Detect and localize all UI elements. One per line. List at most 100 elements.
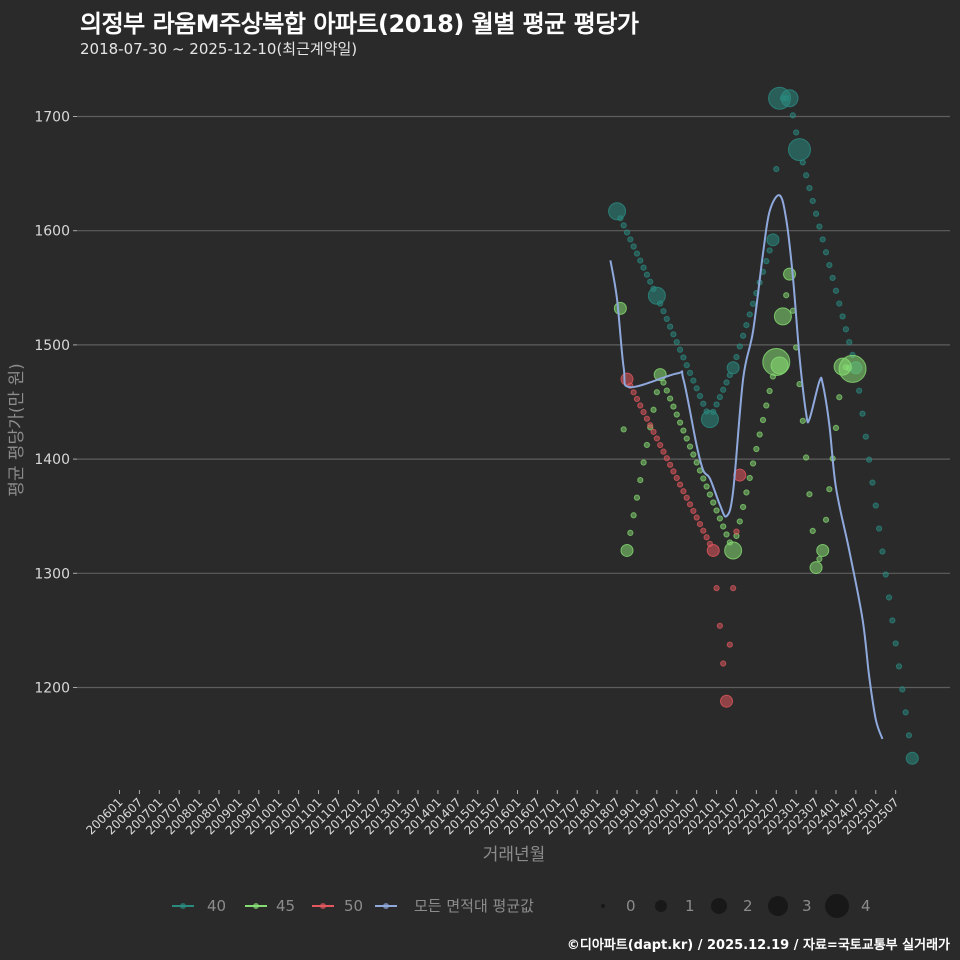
legend-dot-3 [383,903,389,909]
series-40-point [905,751,919,765]
series-40-interp-dot [663,315,670,323]
series-40-interp-dot [733,353,740,361]
series-45-interp-dot [673,411,680,418]
size-legend-circle-0 [601,904,605,908]
y-tick-label: 1700 [34,110,70,126]
series-40-interp-dot [829,274,836,282]
series-50-interp-dot [693,514,700,521]
series-45-interp-dot [620,426,627,433]
series-50-interp-dot [660,448,667,455]
series-40-interp-dot [620,222,627,229]
series-40-interp-dot [700,400,707,407]
series-50-interp-dot [733,528,740,535]
series-45-interp-dot [640,459,647,466]
legend-dot-0 [180,903,186,909]
size-legend-circle-4 [825,894,849,918]
size-legend-label-0: 0 [626,897,636,915]
series-40-interp-dot [889,617,896,624]
legend-dot-1 [253,903,259,909]
series-45-interp-dot [670,403,677,410]
series-50-interp-dot [703,534,710,541]
series-50-interp-dot [726,641,733,648]
y-axis-ticks: 1200 1300 1400 1500 1600 1700 [34,110,77,697]
series-40-interp-dot [716,394,723,401]
series-40-interp-dot [693,385,700,392]
series-45-interp-dot [686,443,694,450]
size-legend-label-1: 1 [685,897,695,915]
series-40-interp-dot [660,308,667,315]
series-40-interp-dot [809,197,816,205]
series-50-interp-dot [647,422,654,429]
y-tick-label: 1200 [34,681,70,697]
average-line-path [609,194,884,740]
series-40-interp-dot [623,229,631,236]
series-45-interp-dot [759,416,767,424]
series-40-interp-dot [676,346,684,353]
series-45-interp-dot [676,419,684,426]
series-40-interp-dot [859,410,866,417]
y-axis-title: 평균 평당가(만 원) [7,363,27,497]
series-50-interp-dot [680,488,687,495]
grid-lines [77,115,950,689]
series-40-point [700,410,719,429]
series-40-interp-dot [882,571,889,578]
series-50-interp-dot [663,455,670,462]
series-50-interp-dot [650,428,657,435]
series-50-interp-dot [700,527,707,534]
series-45-interp-dot [736,518,743,525]
size-legend-label-3: 3 [802,897,812,915]
series-50-interp-dot [690,507,697,515]
series-45-interp-dot [680,427,687,434]
series-40-interp-dot [839,313,846,320]
series-45-interp-dot [766,387,773,395]
series-40-interp-dot [766,247,773,254]
series-40-interp-dot [879,548,886,555]
series-40-interp-dot [630,243,637,250]
series-45-interp-dot [663,387,670,394]
series-45-interp-dot [809,527,816,535]
series-45-interp-dot [710,499,717,506]
series-40-interp-dot [647,278,654,285]
series-40-interp-dot [803,172,810,179]
series-40-interp-dot [872,502,879,509]
series-40-interp-dot [643,271,651,278]
series-45-interp-dot [803,454,810,461]
series-50-interp-dot [667,461,674,468]
y-tick-label: 1500 [34,338,70,354]
series-40-interp-dot [822,249,830,256]
series-40-interp-dot [746,311,753,318]
size-legend-circle-3 [768,896,788,916]
series-45-interp-dot [637,477,644,484]
series-50-interp-dot [676,481,684,488]
series-45-interp-dot [822,516,830,523]
series-40-interp-dot [713,401,720,408]
series-40-point [780,89,799,108]
series-45-point [724,541,743,560]
series-45-interp-dot [806,491,813,498]
size-legend-label-4: 4 [861,897,871,915]
series-40-interp-dot [793,129,800,136]
series-45-point [816,543,830,557]
series-45-interp-dot [743,489,750,496]
series-50-interp-dot [713,585,720,592]
series-50-interp-dot [643,415,651,422]
legend: 40 45 50 모든 면적대 평균값 0 1 2 3 4 [172,894,871,918]
series-40-interp-dot [812,210,820,217]
y-tick-label: 1300 [34,566,70,582]
series-40-interp-dot [832,287,840,294]
series-40-interp-dot [627,236,634,243]
series-45-interp-dot [690,451,697,458]
series-45-point [620,543,634,557]
series-50-interp-dot [640,409,647,416]
series-40-interp-dot [902,709,909,716]
series-40-interp-dot [819,236,826,243]
series-40-interp-dot [895,663,903,670]
series-50-interp-dot [730,585,737,592]
legend-label-1: 45 [276,897,295,915]
series-45-point [773,307,792,326]
source-caption: ©디아파트(dapt.kr) / 2025.12.19 / 자료=국토교통부 실… [566,938,950,953]
series-50-interp-dot [670,468,677,475]
series-45-interp-dot [633,494,641,501]
series-45-interp-dot [716,515,723,522]
series-45-interp-dot [799,417,806,424]
